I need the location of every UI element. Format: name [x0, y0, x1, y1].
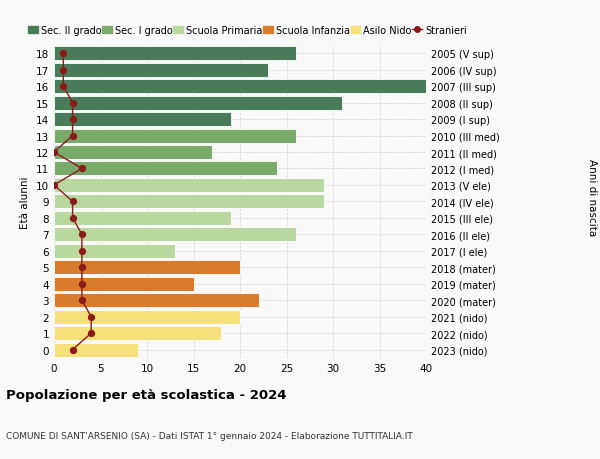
Text: Popolazione per età scolastica - 2024: Popolazione per età scolastica - 2024: [6, 388, 287, 401]
Point: [49, 182, 59, 189]
Text: COMUNE DI SANT'ARSENIO (SA) - Dati ISTAT 1° gennaio 2024 - Elaborazione TUTTITAL: COMUNE DI SANT'ARSENIO (SA) - Dati ISTAT…: [6, 431, 413, 441]
Legend: Sec. II grado, Sec. I grado, Scuola Primaria, Scuola Infanzia, Asilo Nido, Stran: Sec. II grado, Sec. I grado, Scuola Prim…: [24, 22, 470, 39]
Bar: [54, 80, 426, 94]
Point: [68, 100, 77, 107]
Bar: [54, 63, 268, 78]
Bar: [54, 113, 231, 127]
Point: [68, 346, 77, 353]
Bar: [54, 277, 193, 291]
Point: [86, 313, 96, 321]
Bar: [54, 294, 259, 308]
Point: [77, 280, 87, 288]
Y-axis label: Età alunni: Età alunni: [20, 176, 31, 228]
Bar: [54, 146, 212, 160]
Point: [77, 231, 87, 239]
Bar: [54, 47, 296, 61]
Point: [77, 165, 87, 173]
Point: [68, 198, 77, 206]
Point: [77, 247, 87, 255]
Point: [68, 116, 77, 123]
Point: [59, 50, 68, 58]
Bar: [54, 195, 324, 209]
Bar: [54, 310, 240, 324]
Point: [68, 215, 77, 222]
Bar: [54, 179, 324, 192]
Bar: [54, 162, 277, 176]
Bar: [54, 212, 231, 225]
Bar: [54, 244, 175, 258]
Bar: [54, 129, 296, 143]
Bar: [54, 96, 342, 110]
Point: [86, 330, 96, 337]
Point: [77, 264, 87, 271]
Text: Anni di nascita: Anni di nascita: [587, 159, 597, 236]
Bar: [54, 228, 296, 242]
Point: [59, 67, 68, 74]
Bar: [54, 343, 138, 357]
Point: [68, 133, 77, 140]
Point: [77, 297, 87, 304]
Bar: [54, 326, 221, 341]
Point: [49, 149, 59, 157]
Point: [59, 83, 68, 90]
Bar: [54, 261, 240, 274]
